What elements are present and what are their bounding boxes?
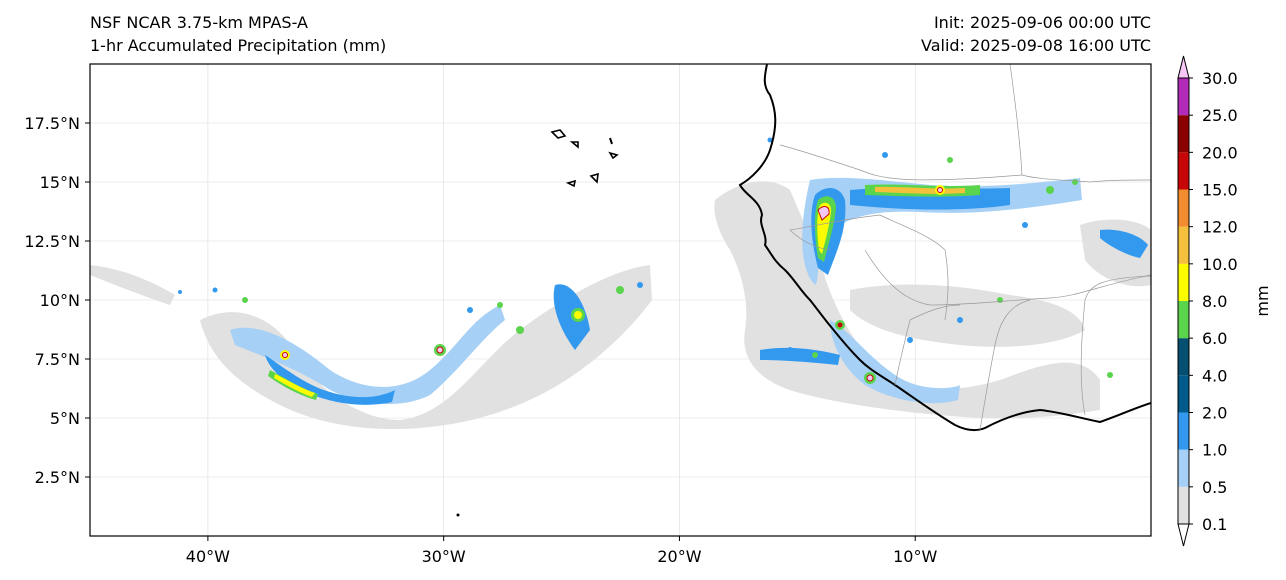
map-axes: 40°W 30°W 20°W 10°W 2.5°N 5°N 7.5°N 10°N 12.5°N 1…	[24, 114, 937, 566]
lat-tick-label: 5°N	[50, 409, 80, 428]
colorbar-tick-label: 0.5	[1202, 478, 1227, 497]
colorbar-tick-label: 15.0	[1202, 181, 1238, 200]
precip-intense-cores	[178, 137, 1113, 400]
colorbar-tick-label: 4.0	[1202, 366, 1227, 385]
colorbar-tick-label: 30.0	[1202, 69, 1238, 88]
colorbar-segment	[1178, 486, 1189, 524]
colorbar-tick-label: 8.0	[1202, 292, 1227, 311]
precip-field	[90, 137, 1151, 430]
colorbar-segment	[1178, 301, 1189, 339]
lat-tick-label: 7.5°N	[35, 350, 80, 369]
colorbar-tick-label: 6.0	[1202, 329, 1227, 348]
field-title: 1-hr Accumulated Precipitation (mm)	[90, 36, 387, 55]
lon-tick-label: 30°W	[422, 547, 466, 566]
colorbar-segment	[1178, 375, 1189, 413]
colorbar-segment	[1178, 115, 1189, 153]
lat-tick-label: 12.5°N	[24, 232, 80, 251]
valid-time: Valid: 2025-09-08 16:00 UTC	[920, 36, 1151, 55]
colorbar-tick-label: 20.0	[1202, 143, 1238, 162]
colorbar-segment	[1178, 338, 1189, 376]
colorbar-max-extend	[1177, 55, 1190, 79]
colorbar-tick-label: 0.1	[1202, 515, 1227, 534]
lon-tick-label: 10°W	[893, 547, 937, 566]
precip-moderate-cells	[230, 177, 1148, 405]
colorbar-segment	[1178, 152, 1189, 190]
lat-tick-label: 15°N	[40, 173, 80, 192]
colorbar-tick-label: 1.0	[1202, 441, 1227, 460]
colorbar-segment	[1178, 226, 1189, 264]
colorbar-tick-label: 12.0	[1202, 218, 1238, 237]
lat-tick-label: 10°N	[40, 291, 80, 310]
colorbar-min-extend	[1177, 523, 1190, 547]
model-title: NSF NCAR 3.75-km MPAS-A	[90, 13, 308, 32]
colorbar-segment	[1178, 189, 1189, 227]
colorbar-label: mm	[1253, 285, 1272, 316]
colorbar-segment	[1178, 449, 1189, 487]
init-time: Init: 2025-09-06 00:00 UTC	[933, 13, 1151, 32]
country-borders	[779, 64, 1151, 431]
colorbar-tick-label: 25.0	[1202, 106, 1238, 125]
colorbar-segment	[1178, 412, 1189, 450]
coastlines	[456, 64, 1151, 517]
colorbar-segment	[1178, 263, 1189, 301]
colorbar-tick-label: 2.0	[1202, 404, 1227, 423]
lon-tick-label: 20°W	[657, 547, 701, 566]
lat-tick-label: 2.5°N	[35, 468, 80, 487]
colorbar-segment	[1178, 78, 1189, 116]
precip-colorbar: 0.1 0.5 1.0 2.0 4.0 6.0 8.0 10.0 12.0 15.0 20.0 25.…	[1177, 55, 1272, 547]
lon-tick-label: 40°W	[186, 547, 230, 566]
precip-light-areas	[90, 181, 1151, 430]
colorbar-tick-label: 10.0	[1202, 255, 1238, 274]
lat-tick-label: 17.5°N	[24, 114, 80, 133]
